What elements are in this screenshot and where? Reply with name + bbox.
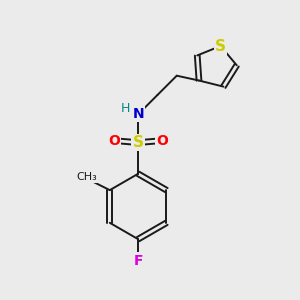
Text: F: F (134, 254, 143, 268)
Text: CH₃: CH₃ (76, 172, 97, 182)
Text: O: O (108, 134, 120, 148)
Text: S: S (215, 38, 226, 53)
Text: O: O (156, 134, 168, 148)
Text: S: S (133, 135, 144, 150)
Text: H: H (121, 103, 130, 116)
Text: N: N (132, 107, 144, 121)
